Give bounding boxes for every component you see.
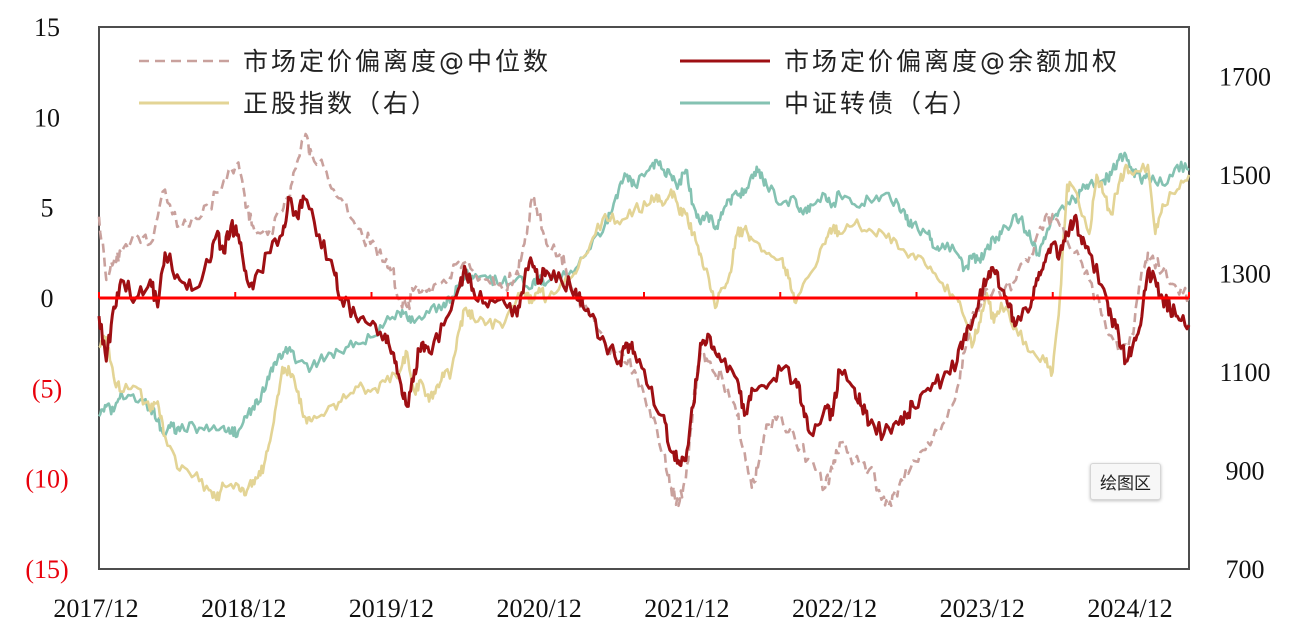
- x-tick-label: 2022/12: [792, 594, 877, 623]
- series-line-3: [97, 151, 1190, 439]
- right-tick-label: 1700: [1219, 62, 1271, 91]
- left-tick-label: 0: [41, 284, 54, 313]
- left-tick-label: 5: [41, 194, 54, 223]
- series-layer: [97, 132, 1191, 508]
- zero-line-layer: [98, 292, 1190, 300]
- left-tick-label: 10: [34, 103, 60, 132]
- left-tick-label: (15): [25, 555, 68, 584]
- right-tick-label: 900: [1226, 456, 1265, 485]
- series-line-1: [97, 194, 1191, 468]
- series-line-2: [98, 162, 1191, 502]
- left-tick-label: (5): [32, 374, 62, 403]
- plot-area-tooltip: 绘图区: [1090, 463, 1161, 500]
- left-tick-label: (10): [25, 465, 68, 494]
- legend-label-0: 市场定价偏离度@中位数: [243, 47, 551, 76]
- right-tick-label: 1300: [1219, 259, 1271, 288]
- x-tick-label: 2017/12: [53, 594, 138, 623]
- legend-label-2: 正股指数（右）: [243, 89, 439, 118]
- x-tick-label: 2023/12: [940, 594, 1025, 623]
- right-tick-label: 1500: [1219, 161, 1271, 190]
- x-tick-label: 2021/12: [644, 594, 729, 623]
- x-tick-label: 2019/12: [349, 594, 434, 623]
- x-tick-label: 2018/12: [201, 594, 286, 623]
- left-tick-label: 15: [34, 13, 60, 42]
- x-tick-label: 2024/12: [1087, 594, 1172, 623]
- right-tick-label: 700: [1226, 555, 1265, 584]
- right-tick-label: 1100: [1219, 358, 1270, 387]
- axis-layer: 15 10 5 0 (5) (10) (15) 1700 1500 1300 1100 900 700 2…: [25, 13, 1271, 623]
- x-tick-label: 2020/12: [497, 594, 582, 623]
- legend-label-3: 中证转债（右）: [784, 89, 980, 118]
- legend-label-1: 市场定价偏离度@余额加权: [784, 47, 1120, 76]
